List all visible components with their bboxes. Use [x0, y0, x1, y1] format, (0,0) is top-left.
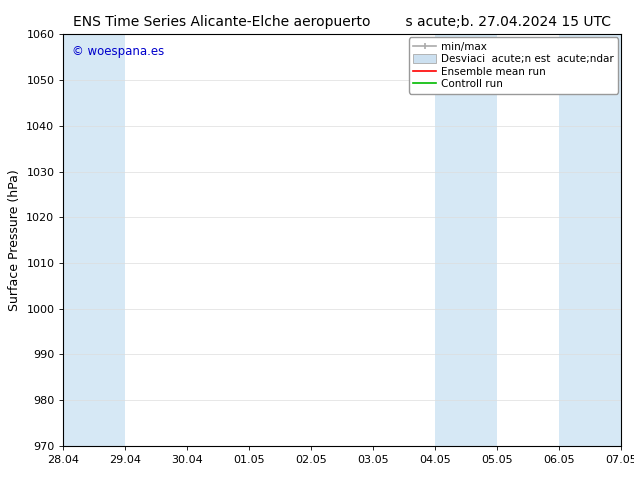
Bar — [63, 34, 126, 446]
Bar — [559, 34, 621, 446]
Text: © woespana.es: © woespana.es — [72, 45, 164, 58]
Bar — [436, 34, 497, 446]
Title: ENS Time Series Alicante-Elche aeropuerto        s acute;b. 27.04.2024 15 UTC: ENS Time Series Alicante-Elche aeropuert… — [74, 15, 611, 29]
Y-axis label: Surface Pressure (hPa): Surface Pressure (hPa) — [8, 169, 21, 311]
Legend: min/max, Desviaci  acute;n est  acute;ndar, Ensemble mean run, Controll run: min/max, Desviaci acute;n est acute;ndar… — [409, 37, 618, 94]
